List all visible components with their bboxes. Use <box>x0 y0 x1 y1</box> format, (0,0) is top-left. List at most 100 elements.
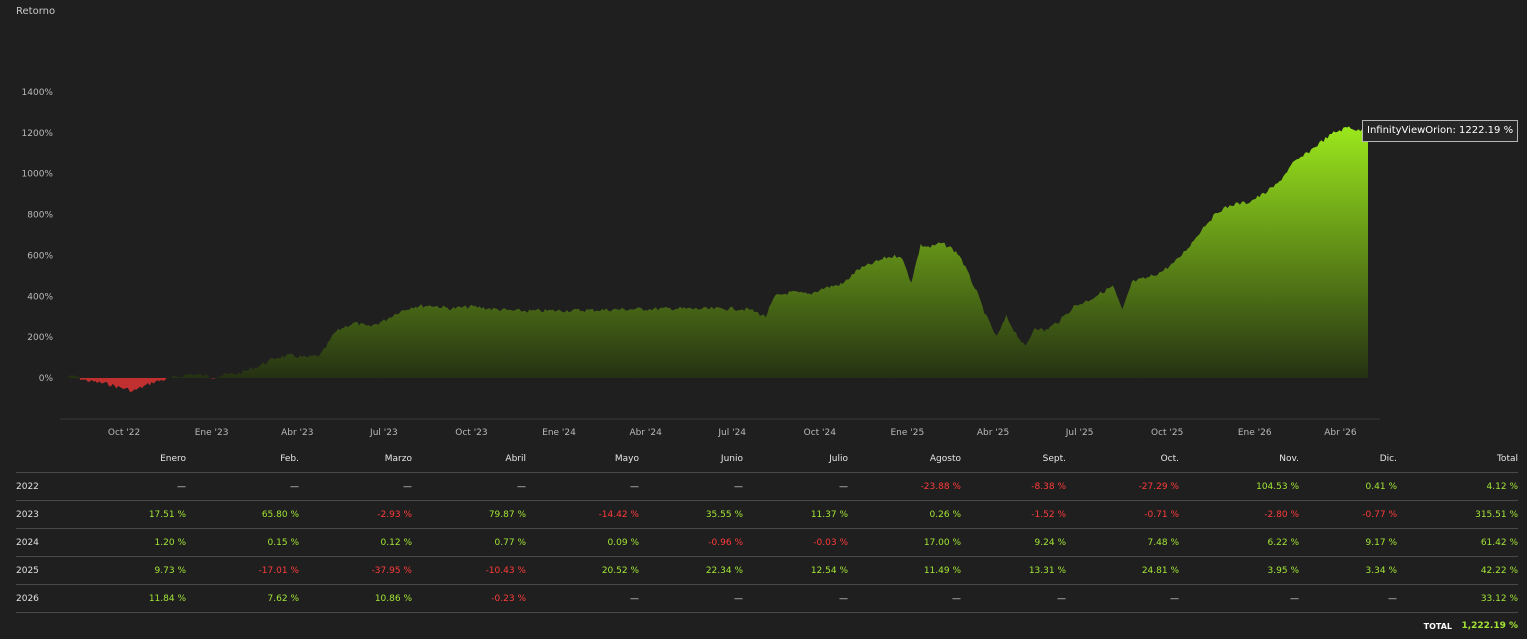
table-cell: — <box>403 481 412 492</box>
table-cell: 61.42 % <box>1480 537 1518 548</box>
y-tick-label: 0% <box>39 374 54 384</box>
x-tick-label: Jul '25 <box>1065 428 1094 438</box>
series-tooltip: InfinityViewOrion: 1222.19 % <box>1362 120 1519 142</box>
table-cell: -0.71 % <box>1144 509 1179 520</box>
x-tick-label: Abr '25 <box>977 428 1009 438</box>
table-cell: 0.15 % <box>267 537 299 548</box>
row-year: 2022 <box>16 481 39 492</box>
table-cell: — <box>1290 593 1299 604</box>
table-cell: 11.84 % <box>148 593 186 604</box>
table-cell: -2.93 % <box>377 509 412 520</box>
table-cell: 9.24 % <box>1034 537 1066 548</box>
table-cell: 0.09 % <box>607 537 639 548</box>
table-cell: -1.52 % <box>1031 509 1066 520</box>
table-cell: 4.12 % <box>1486 481 1518 492</box>
row-year: 2025 <box>16 565 39 576</box>
table-cell: 7.62 % <box>267 593 299 604</box>
x-tick-label: Oct '22 <box>108 428 140 438</box>
table-cell: — <box>1388 593 1397 604</box>
column-header: Nov. <box>1279 454 1299 464</box>
table-cell: — <box>1057 593 1066 604</box>
table-cell: 13.31 % <box>1028 565 1066 576</box>
table-cell: 9.17 % <box>1365 537 1397 548</box>
table-cell: — <box>1170 593 1179 604</box>
table-cell: -17.01 % <box>258 565 299 576</box>
table-body: 2022 — — — — — — — -23.88 % -8.38 % -27.29 % 104.53… <box>16 473 1518 613</box>
table-cell: 22.34 % <box>705 565 743 576</box>
column-header: Agosto <box>929 454 961 464</box>
table-cell: — <box>517 481 526 492</box>
table-cell: 10.86 % <box>374 593 412 604</box>
series-area-positive <box>66 126 1368 378</box>
returns-chart: Retorno 0% 200% 400% 600% 800% 1000% 1200% 1400… <box>16 6 1519 438</box>
totals-row: TOTAL 1,222.19 % <box>16 613 1518 639</box>
table-cell: 6.22 % <box>1267 537 1299 548</box>
table-cell: 35.55 % <box>705 509 743 520</box>
table-cell: -0.23 % <box>491 593 526 604</box>
table-row: 2025 9.73 % -17.01 % -37.95 % -10.43 % 20.52 … <box>16 557 1518 585</box>
column-header: Total <box>1496 454 1518 464</box>
x-tick-label: Jul '23 <box>369 428 398 438</box>
total-value: 1,222.19 % <box>1461 621 1518 631</box>
table-cell: 17.00 % <box>923 537 961 548</box>
table-cell: — <box>952 593 961 604</box>
column-header: Dic. <box>1379 454 1397 464</box>
y-tick-label: 800% <box>27 211 53 221</box>
table-cell: -23.88 % <box>920 481 961 492</box>
x-tick-label: Abr '24 <box>629 428 662 438</box>
table-cell: 17.51 % <box>148 509 186 520</box>
table-cell: 11.49 % <box>923 565 961 576</box>
table-cell: 1.20 % <box>154 537 186 548</box>
x-tick-label: Jul '24 <box>717 428 746 438</box>
table-cell: — <box>734 481 743 492</box>
column-header: Junio <box>720 454 743 464</box>
table-cell: -10.43 % <box>485 565 526 576</box>
x-tick-label: Ene '23 <box>195 428 229 438</box>
table-cell: 3.34 % <box>1365 565 1397 576</box>
x-tick-label: Ene '25 <box>890 428 924 438</box>
table-header-row: Enero Feb. Marzo Abril Mayo Junio Julio Agosto S… <box>16 446 1518 473</box>
returns-chart-svg: Retorno 0% 200% 400% 600% 800% 1000% 1200% 1400… <box>16 6 1380 438</box>
table-cell: — <box>839 593 848 604</box>
row-year: 2023 <box>16 509 39 520</box>
table-cell: -0.03 % <box>813 537 848 548</box>
x-tick-label: Ene '26 <box>1238 428 1272 438</box>
table-cell: — <box>734 593 743 604</box>
table-cell: -8.38 % <box>1031 481 1066 492</box>
row-year: 2026 <box>16 593 39 604</box>
x-tick-label: Oct '25 <box>1151 428 1183 438</box>
y-tick-label: 600% <box>27 251 53 261</box>
table-cell: 12.54 % <box>810 565 848 576</box>
table-cell: 0.12 % <box>380 537 412 548</box>
table-row: 2024 1.20 % 0.15 % 0.12 % 0.77 % 0.09 % -0.96 … <box>16 529 1518 557</box>
table-cell: 33.12 % <box>1480 593 1518 604</box>
table-cell: 0.26 % <box>929 509 961 520</box>
table-cell: — <box>177 481 186 492</box>
table-cell: -27.29 % <box>1138 481 1179 492</box>
table-cell: 7.48 % <box>1147 537 1179 548</box>
table-cell: -37.95 % <box>371 565 412 576</box>
table-cell: 0.77 % <box>494 537 526 548</box>
column-header: Sept. <box>1042 454 1066 464</box>
table-cell: 79.87 % <box>488 509 526 520</box>
column-header: Enero <box>160 454 186 464</box>
table-cell: 24.81 % <box>1141 565 1179 576</box>
column-header: Mayo <box>614 454 639 464</box>
chart-title: Retorno <box>16 6 55 17</box>
table-cell: 315.51 % <box>1475 509 1518 520</box>
table-cell: 11.37 % <box>810 509 848 520</box>
column-header: Abril <box>505 454 526 464</box>
x-tick-label: Abr '23 <box>281 428 313 438</box>
x-tick-label: Oct '23 <box>455 428 487 438</box>
total-label: TOTAL <box>1423 621 1452 631</box>
table-cell: — <box>630 481 639 492</box>
row-year: 2024 <box>16 537 39 548</box>
y-tick-label: 1000% <box>22 170 54 180</box>
table-cell: -0.96 % <box>708 537 743 548</box>
table-cell: 9.73 % <box>154 565 186 576</box>
column-header: Julio <box>829 454 848 464</box>
y-axis: 0% 200% 400% 600% 800% 1000% 1200% 1400% <box>22 88 54 384</box>
table-cell: 104.53 % <box>1256 481 1299 492</box>
y-tick-label: 400% <box>27 292 53 302</box>
x-tick-label: Oct '24 <box>804 428 837 438</box>
